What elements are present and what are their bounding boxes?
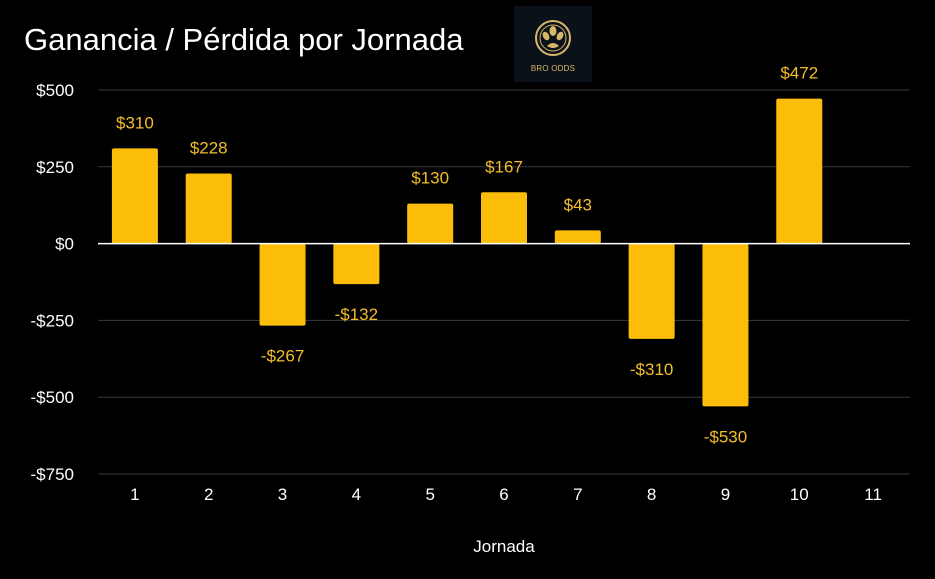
data-label: $43 <box>564 195 592 214</box>
data-label: $228 <box>190 139 228 158</box>
x-tick-label: 9 <box>721 485 730 504</box>
bar-jornada-4 <box>333 243 380 285</box>
x-tick-label: 6 <box>499 485 508 504</box>
x-tick-label: 5 <box>425 485 434 504</box>
bar-jornada-8 <box>628 243 675 339</box>
data-label: -$530 <box>704 427 747 446</box>
bar-jornada-6 <box>481 192 527 244</box>
y-tick-label: -$250 <box>31 311 74 330</box>
logo-emblem-icon <box>535 20 571 56</box>
chart-title: Ganancia / Pérdida por Jornada <box>24 22 464 57</box>
x-tick-label: 4 <box>352 485 361 504</box>
x-axis-title: Jornada <box>473 537 535 556</box>
data-label: $130 <box>411 169 449 188</box>
data-label: -$267 <box>261 347 304 366</box>
data-label: -$132 <box>335 305 378 324</box>
y-tick-label: -$750 <box>31 465 74 484</box>
bar-jornada-9 <box>702 243 749 407</box>
x-tick-label: 7 <box>573 485 582 504</box>
x-tick-label: 1 <box>130 485 139 504</box>
bar-jornada-7 <box>554 230 601 244</box>
bar-jornada-1 <box>111 148 158 244</box>
bar-jornada-10 <box>776 98 823 244</box>
data-label: $167 <box>485 157 523 176</box>
y-tick-label: $0 <box>55 235 74 254</box>
bar-jornada-5 <box>407 203 454 244</box>
bar-jornada-3 <box>259 243 306 326</box>
y-tick-label: $250 <box>36 158 74 177</box>
y-tick-label: -$500 <box>31 388 74 407</box>
x-tick-label: 10 <box>790 485 809 504</box>
data-label: $310 <box>116 113 154 132</box>
data-label: $472 <box>780 64 818 83</box>
x-tick-label: 8 <box>647 485 656 504</box>
y-tick-label: $500 <box>36 81 74 100</box>
bar-jornada-2 <box>185 173 232 244</box>
logo-text: BRO ODDS <box>530 64 576 73</box>
x-tick-label: 2 <box>204 485 213 504</box>
data-label: -$310 <box>630 360 673 379</box>
bro-odds-logo: BRO ODDS <box>514 6 592 82</box>
x-tick-label: 3 <box>278 485 287 504</box>
x-tick-label: 11 <box>864 485 882 504</box>
